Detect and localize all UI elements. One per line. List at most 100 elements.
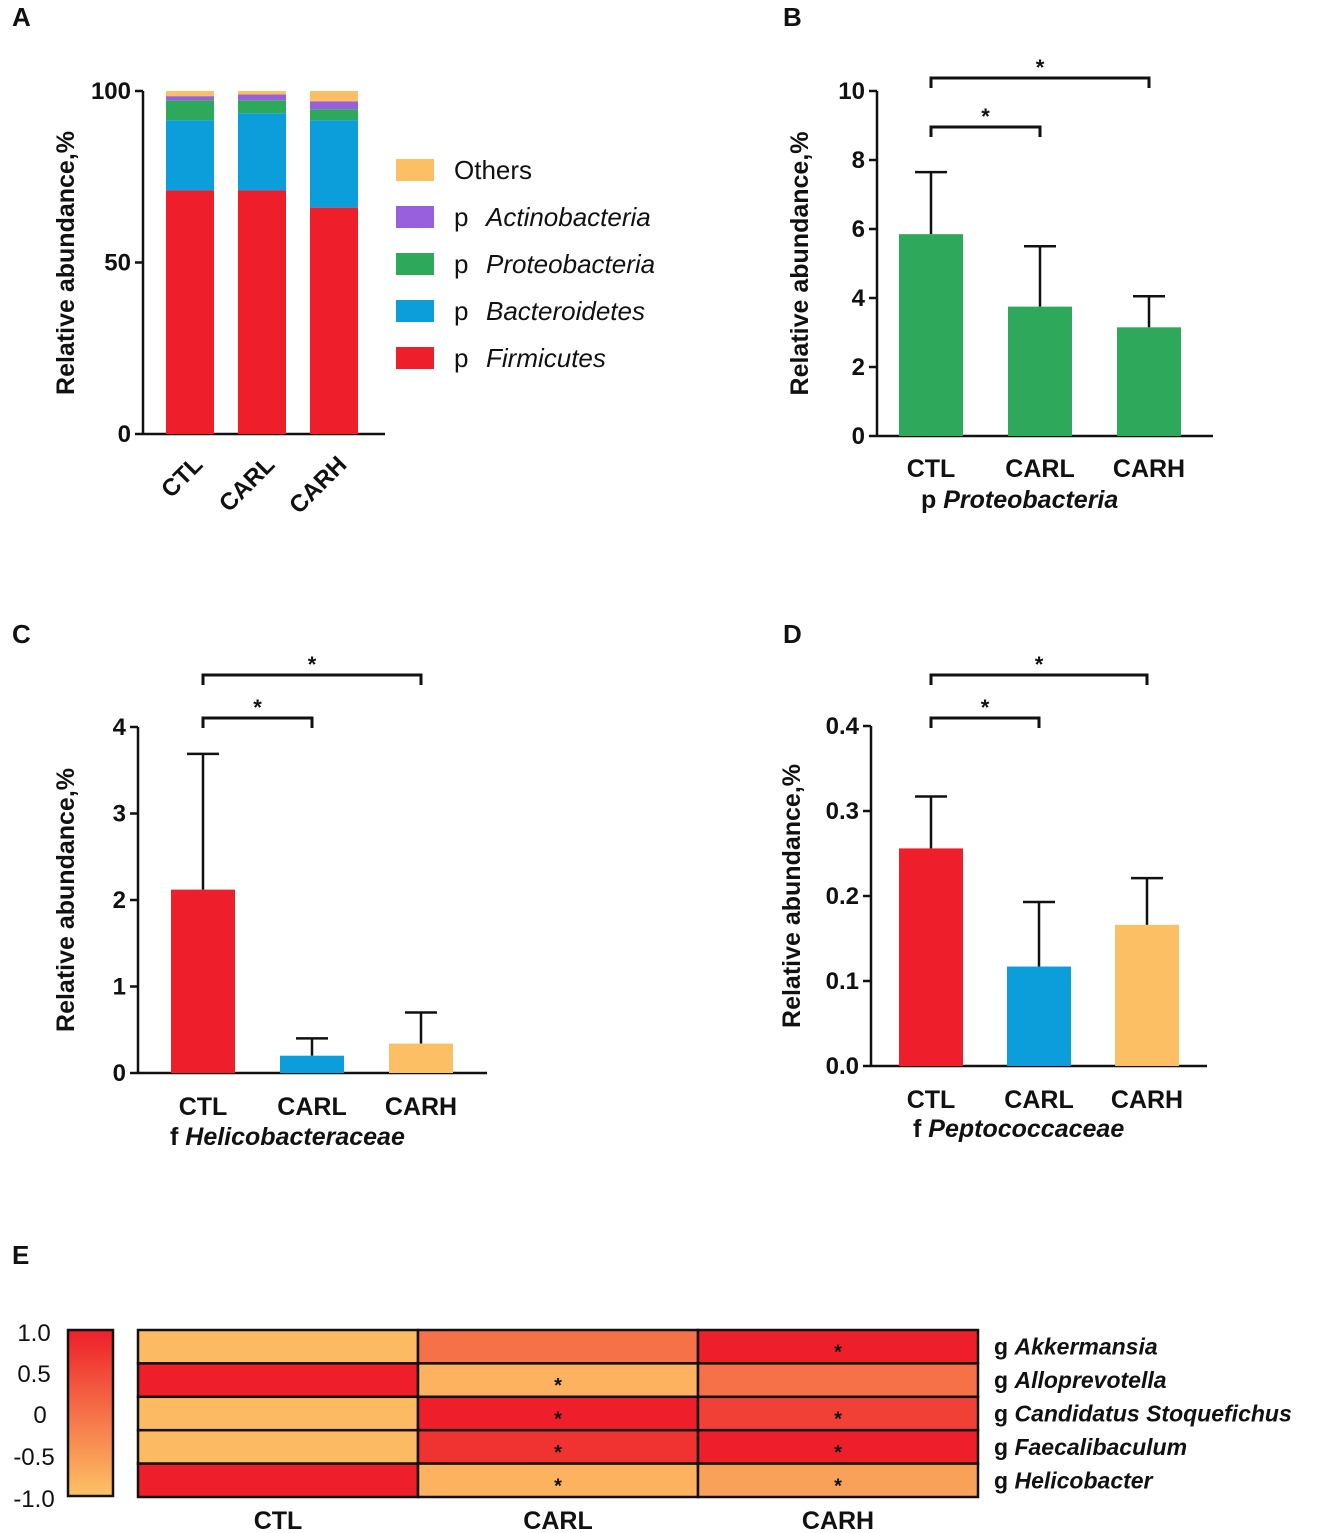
heatmap-star: * xyxy=(834,1475,842,1497)
y-tick-label-d: 0.4 xyxy=(826,713,860,740)
heatmap-row-label-name: Akkermansia xyxy=(1013,1334,1157,1360)
x-tick-label-a: CTL xyxy=(156,451,208,503)
colorbar-tick-label: -0.5 xyxy=(13,1444,54,1471)
y-tick-label-c: 2 xyxy=(113,887,126,914)
heatmap-row-label-prefix: g xyxy=(994,1334,1014,1360)
heatmap-col-label: CARH xyxy=(802,1507,874,1533)
heatmap-cell xyxy=(696,1362,980,1399)
y-tick-label-b: 6 xyxy=(852,216,865,243)
bar-b-carl xyxy=(1008,306,1072,436)
heatmap-cell xyxy=(696,1462,980,1499)
taxon-label-d: f Peptococcaceae xyxy=(913,1115,1124,1143)
heatmap-cell xyxy=(136,1428,420,1465)
heatmap-row-label-prefix: g xyxy=(994,1367,1014,1393)
stack-segment-actinobacteria xyxy=(310,101,358,110)
stack-segment-others xyxy=(166,91,214,97)
heatmap-star: * xyxy=(554,1375,562,1397)
x-tick-label-c: CARL xyxy=(277,1093,346,1121)
heatmap-star: * xyxy=(554,1475,562,1497)
significance-star-d: * xyxy=(1035,652,1044,677)
taxon-label-b-prefix: p xyxy=(921,486,943,514)
panel-letter-d: D xyxy=(783,619,802,649)
y-axis-title-d: Relative abundance,% xyxy=(778,764,806,1028)
taxon-label-d-prefix: f xyxy=(913,1115,928,1143)
bar-d-carh xyxy=(1115,924,1179,1066)
significance-bracket-b xyxy=(929,76,1151,88)
heatmap-star: * xyxy=(834,1442,842,1464)
stack-segment-firmicutes xyxy=(238,190,286,434)
significance-star-c: * xyxy=(308,652,317,677)
heatmap-col-label: CARL xyxy=(523,1507,592,1533)
taxon-label-b-name: Proteobacteria xyxy=(943,486,1118,514)
legend-swatch-actinobacteria xyxy=(396,206,434,228)
y-axis-title-c: Relative abundance,% xyxy=(52,768,80,1032)
legend-label-proteobacteria: Proteobacteria xyxy=(486,249,655,279)
legend-label-actinobacteria: Actinobacteria xyxy=(484,202,651,232)
significance-bracket-d xyxy=(929,716,1041,728)
taxon-label-c-prefix: f xyxy=(170,1123,185,1151)
y-tick-label-d: 0.1 xyxy=(826,968,859,995)
legend-prefix: p xyxy=(454,296,468,326)
heatmap-row-label: g Candidatus Stoquefichus xyxy=(994,1401,1292,1427)
heatmap-cell xyxy=(696,1328,980,1365)
x-tick-label-c: CARH xyxy=(385,1093,457,1121)
legend-prefix: p xyxy=(454,343,468,373)
taxon-label-d-name: Peptococcaceae xyxy=(928,1115,1124,1143)
heatmap-row-label-name: Candidatus Stoquefichus xyxy=(1014,1401,1291,1427)
stack-segment-bacteroidetes xyxy=(310,120,358,208)
heatmap-star: * xyxy=(834,1342,842,1364)
legend-label-others: Others xyxy=(454,155,532,185)
y-tick-label-a: 50 xyxy=(104,250,131,277)
y-tick-label-b: 4 xyxy=(852,285,866,312)
stack-segment-bacteroidetes xyxy=(166,120,214,191)
heatmap-col-label: CTL xyxy=(254,1507,303,1533)
x-tick-label-b: CARL xyxy=(1005,455,1074,483)
heatmap-row-label: g Faecalibaculum xyxy=(994,1434,1187,1460)
legend-swatch-proteobacteria xyxy=(396,253,434,275)
legend-label-bacteroidetes: Bacteroidetes xyxy=(486,296,645,326)
y-tick-label-c: 4 xyxy=(113,714,127,741)
y-tick-label-a: 100 xyxy=(91,78,131,105)
panel-letter-b: B xyxy=(783,2,802,32)
y-tick-label-d: 0.3 xyxy=(826,798,859,825)
taxon-label-b: p Proteobacteria xyxy=(921,486,1118,514)
panel-letter-a: A xyxy=(12,2,31,32)
x-tick-label-a: CARH xyxy=(284,451,352,519)
legend-prefix: p xyxy=(454,249,468,279)
stack-segment-others xyxy=(310,91,358,102)
y-tick-label-b: 2 xyxy=(852,354,865,381)
significance-bracket-c xyxy=(201,716,314,728)
y-tick-label-a: 0 xyxy=(118,421,131,448)
significance-bracket-c xyxy=(201,673,423,685)
x-tick-label-c: CTL xyxy=(179,1093,228,1121)
x-tick-label-a: CARL xyxy=(214,451,280,517)
heatmap-cell xyxy=(136,1462,420,1499)
heatmap-cell xyxy=(136,1328,420,1365)
colorbar-tick-label: -1.0 xyxy=(13,1486,54,1513)
y-tick-label-c: 1 xyxy=(113,974,126,1001)
panel-letter-e: E xyxy=(12,1240,29,1270)
stack-segment-actinobacteria xyxy=(166,96,214,101)
x-tick-label-b: CARH xyxy=(1113,455,1185,483)
colorbar-tick-label: 0 xyxy=(33,1402,46,1429)
legend-swatch-firmicutes xyxy=(396,347,434,369)
heatmap-cell xyxy=(416,1462,700,1499)
bar-b-carh xyxy=(1117,327,1181,436)
y-axis-title-b: Relative abundance,% xyxy=(786,132,814,396)
bar-b-ctl xyxy=(899,234,963,436)
legend-swatch-others xyxy=(396,159,434,181)
stack-segment-proteobacteria xyxy=(238,100,286,114)
y-tick-label-d: 0.0 xyxy=(826,1053,859,1080)
stack-segment-others xyxy=(238,91,286,95)
heatmap-row-label-prefix: g xyxy=(994,1467,1014,1493)
significance-star-d: * xyxy=(981,695,990,720)
heatmap-row-label-name: Helicobacter xyxy=(1014,1467,1153,1493)
heatmap-star: * xyxy=(554,1442,562,1464)
stack-segment-actinobacteria xyxy=(238,94,286,101)
heatmap-row-label-name: Alloprevotella xyxy=(1013,1367,1166,1393)
legend-swatch-bacteroidetes xyxy=(396,300,434,322)
bar-c-ctl xyxy=(171,889,235,1073)
y-tick-label-b: 0 xyxy=(852,423,865,450)
stack-segment-proteobacteria xyxy=(166,100,214,121)
